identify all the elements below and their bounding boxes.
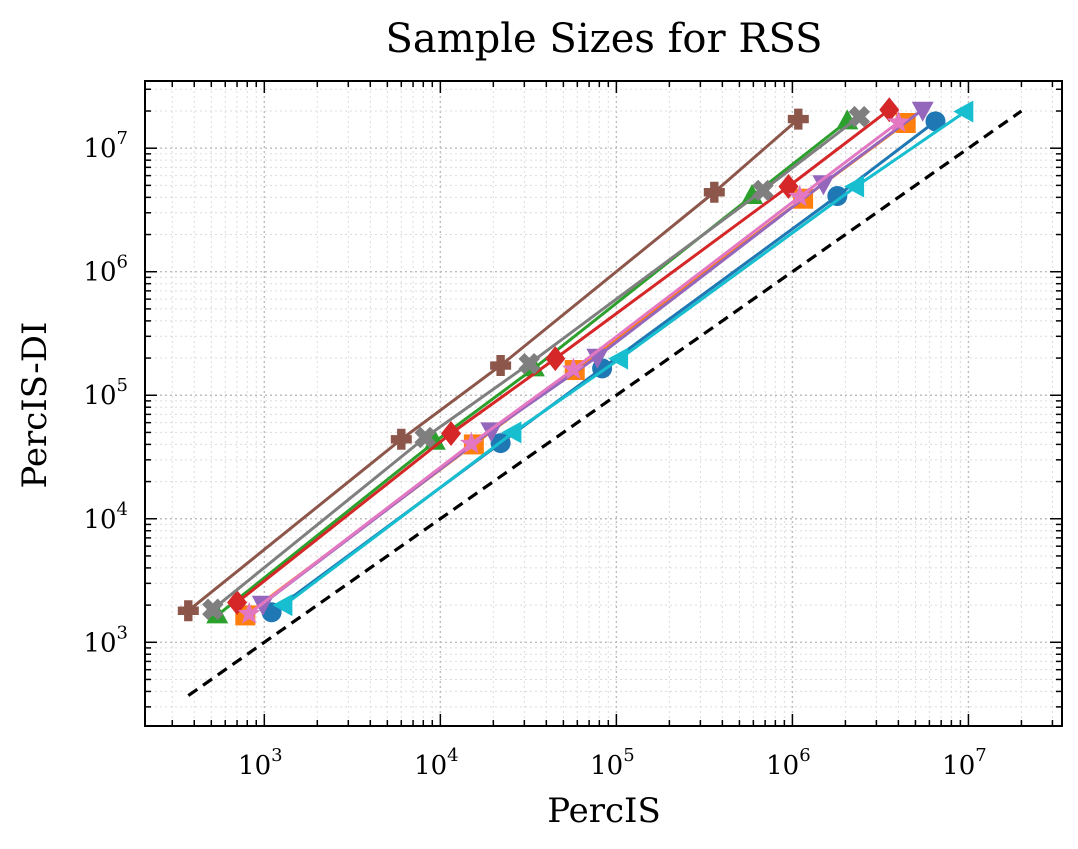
series-marker	[561, 357, 585, 380]
series-4	[227, 97, 900, 615]
y-tick-label: 107	[83, 128, 128, 164]
series-marker	[752, 179, 774, 202]
series-marker	[459, 431, 483, 454]
series-marker	[886, 110, 910, 133]
series-marker	[441, 421, 462, 447]
y-axis-label: PercIS-DI	[15, 322, 55, 489]
series-marker	[272, 594, 293, 617]
series-marker	[911, 101, 934, 122]
series-marker	[518, 352, 541, 375]
series-marker	[848, 105, 871, 128]
series-marker	[501, 421, 522, 444]
series-5	[251, 101, 934, 616]
y-tick-labels: 103 104 105 106 107	[83, 128, 128, 658]
reference-line	[187, 109, 1023, 697]
series-marker	[879, 97, 900, 123]
series-marker	[778, 173, 799, 199]
series-7	[237, 110, 910, 624]
series-marker	[545, 346, 566, 372]
series-marker-shape	[848, 105, 871, 128]
series-marker-shape	[518, 352, 541, 375]
series-marker	[827, 186, 848, 207]
axis-ticks	[145, 81, 1062, 726]
y-tick-label: 106	[83, 252, 128, 288]
series-marker	[390, 428, 412, 450]
series-marker	[925, 111, 946, 132]
x-tick-label: 103	[238, 745, 283, 781]
series-marker	[703, 181, 725, 203]
series-6	[177, 108, 809, 622]
series-marker	[490, 355, 512, 377]
series-marker	[812, 175, 835, 196]
series-group	[177, 97, 974, 626]
series-marker-shape	[752, 179, 774, 202]
series-marker	[953, 100, 974, 123]
series-marker	[177, 600, 199, 622]
y-tick-label: 103	[83, 622, 128, 658]
x-tick-label: 107	[942, 745, 987, 781]
reference-dashed-line	[187, 109, 1023, 697]
series-9	[272, 100, 974, 617]
y-tick-label: 105	[83, 375, 128, 411]
plot-area-frame	[144, 80, 1063, 727]
series-marker	[237, 601, 261, 624]
series-marker	[202, 598, 224, 621]
y-tick-label: 104	[83, 499, 128, 535]
series-marker	[414, 426, 436, 449]
series-marker	[480, 422, 503, 443]
series-8	[202, 105, 871, 621]
series-marker	[608, 347, 629, 370]
x-axis-label: PercIS	[547, 791, 661, 831]
series-marker	[227, 589, 248, 615]
x-tick-label: 105	[590, 745, 635, 781]
series-marker	[844, 175, 865, 198]
x-tick-label: 104	[414, 745, 459, 781]
series-marker-shape	[414, 426, 436, 449]
x-tick-label: 106	[766, 745, 811, 781]
series-marker-shape	[202, 598, 224, 621]
x-tick-labels: 103 104 105 106 107	[238, 745, 987, 781]
series-marker	[788, 184, 812, 207]
series-marker	[787, 108, 809, 130]
chart-title: Sample Sizes for RSS	[385, 16, 822, 62]
